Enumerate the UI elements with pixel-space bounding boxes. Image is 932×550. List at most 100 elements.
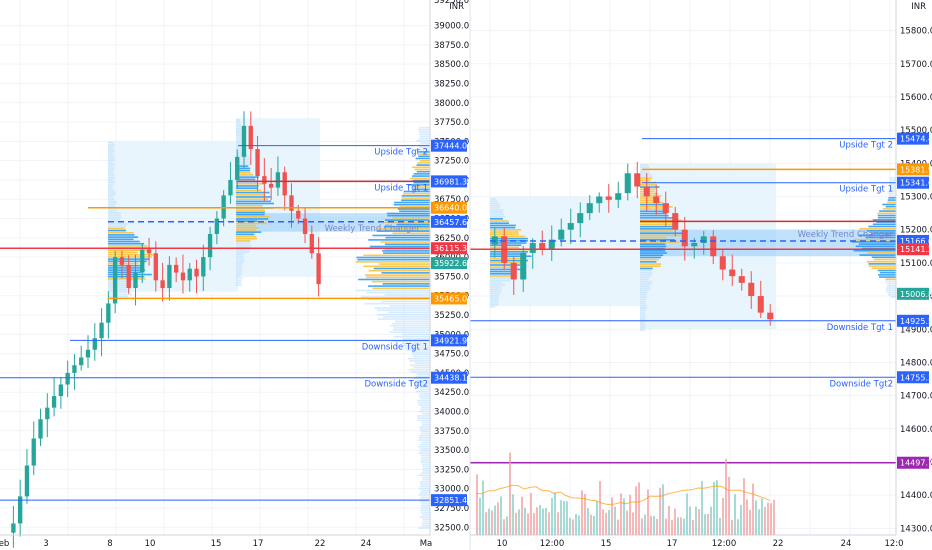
volume-profile-bar: [867, 252, 896, 254]
volume-profile-bar: [410, 177, 430, 180]
volume-profile-bar: [108, 275, 145, 278]
volume-bar: [671, 519, 673, 535]
volume-profile-bar: [419, 516, 430, 518]
volume-bar: [530, 492, 532, 535]
volume-bar: [767, 502, 769, 535]
volume-profile-bar: [108, 170, 113, 172]
volume-profile-bar: [413, 181, 430, 184]
volume-bar: [770, 503, 772, 535]
candle-body: [214, 218, 220, 234]
tick-label: 35250.00: [434, 311, 475, 321]
volume-profile-bar: [108, 203, 116, 205]
volume-profile-bar: [236, 231, 262, 233]
volume-profile-bar: [413, 173, 430, 175]
tick-label: 14600.00: [900, 425, 932, 435]
tick-label: 15100.00: [900, 259, 932, 269]
time-tick-label: 3: [43, 539, 48, 549]
volume-profile-bar: [392, 322, 430, 325]
price-label-tag: [897, 176, 929, 189]
price-label-tag: [431, 175, 467, 188]
volume-profile-bar: [415, 375, 430, 378]
volume-bar: [755, 500, 757, 535]
volume-profile-bar: [490, 220, 509, 222]
volume-profile-bar: [418, 445, 430, 448]
volume-profile-bar: [389, 324, 430, 327]
volume-profile-bar: [640, 313, 646, 316]
volume-profile-bar: [236, 154, 248, 156]
tick-label: 36250.00: [434, 234, 475, 244]
candle-body: [586, 203, 593, 214]
volume-profile-bar: [377, 228, 430, 230]
volume-profile-bar: [384, 243, 430, 246]
candle-body: [719, 256, 726, 270]
volume-profile-bar: [640, 219, 682, 221]
volume-profile-bar: [236, 284, 242, 286]
volume-profile-bar: [236, 279, 242, 282]
volume-profile-bar: [372, 234, 430, 237]
candle-body: [662, 203, 669, 214]
volume-bar: [599, 481, 601, 535]
volume-profile-bar: [640, 197, 659, 199]
volume-profile-bar: [417, 399, 430, 402]
volume-bar: [716, 480, 718, 535]
candle-body: [207, 233, 213, 258]
volume-profile-bar: [382, 283, 430, 285]
volume-profile-bar: [108, 280, 137, 282]
volume-profile-bar: [358, 278, 430, 281]
volume-profile-bar: [236, 163, 251, 165]
volume-profile-bar: [108, 192, 116, 194]
volume-profile-bar: [402, 344, 430, 347]
volume-profile-bar: [490, 242, 527, 244]
volume-bar: [689, 506, 691, 535]
volume-profile-bar: [236, 222, 268, 225]
volume-profile-bar: [640, 208, 668, 210]
volume-profile-bar: [419, 450, 430, 452]
volume-profile-bar: [392, 340, 430, 342]
volume-bar: [515, 512, 517, 535]
price-label: 14497.75: [900, 459, 932, 468]
volume-profile-bar: [399, 206, 430, 208]
volume-profile-bar: [418, 474, 430, 477]
price-label-tag: [897, 314, 929, 327]
volume-profile-bar: [420, 496, 430, 499]
volume-profile-bar: [640, 291, 648, 294]
volume-profile-bar: [380, 241, 430, 243]
candle-body: [58, 384, 64, 397]
candle-body: [262, 176, 267, 184]
volume-profile-bar: [402, 192, 430, 195]
volume-profile-bar: [640, 302, 647, 305]
volume-bar: [566, 501, 568, 535]
tick-label: 38000.00: [434, 99, 475, 109]
tick-label: 32750.00: [434, 504, 475, 514]
volume-profile-bar: [236, 213, 265, 216]
volume-profile-bar: [236, 244, 252, 247]
candle-body: [201, 257, 206, 277]
volume-profile-bar: [419, 448, 430, 450]
volume-profile-bar: [376, 230, 430, 232]
volume-profile-bar: [871, 232, 896, 234]
candle-body: [106, 303, 111, 323]
volume-profile-bar: [236, 220, 258, 222]
time-tick-label: 24: [841, 539, 852, 549]
volume-profile-bar: [397, 208, 430, 210]
volume-profile-bar: [392, 232, 430, 235]
volume-profile-bar: [422, 470, 430, 472]
volume-profile-bar: [377, 318, 430, 320]
left-chart: Upside Tgt 2 Upside Tgt 1 Weekly Trend Cha…: [0, 0, 475, 550]
volume-profile-bar: [236, 242, 250, 244]
volume-bar: [725, 458, 727, 535]
candle-body: [634, 173, 641, 187]
volume-bar: [680, 517, 682, 535]
volume-profile-bar: [490, 286, 501, 288]
price-label: 35922.60: [434, 259, 472, 268]
volume-profile-bar: [408, 368, 430, 371]
volume-bar: [491, 510, 493, 535]
volume-profile-bar: [384, 219, 430, 221]
trend-band: [237, 213, 432, 232]
volume-profile-bar: [377, 309, 430, 312]
volume-profile-bar: [380, 300, 430, 303]
volume-profile-bar: [355, 289, 430, 292]
level-annotation: Upside Tgt 2: [839, 141, 893, 151]
volume-profile-bar: [887, 199, 896, 201]
volume-profile-bar: [640, 175, 653, 177]
